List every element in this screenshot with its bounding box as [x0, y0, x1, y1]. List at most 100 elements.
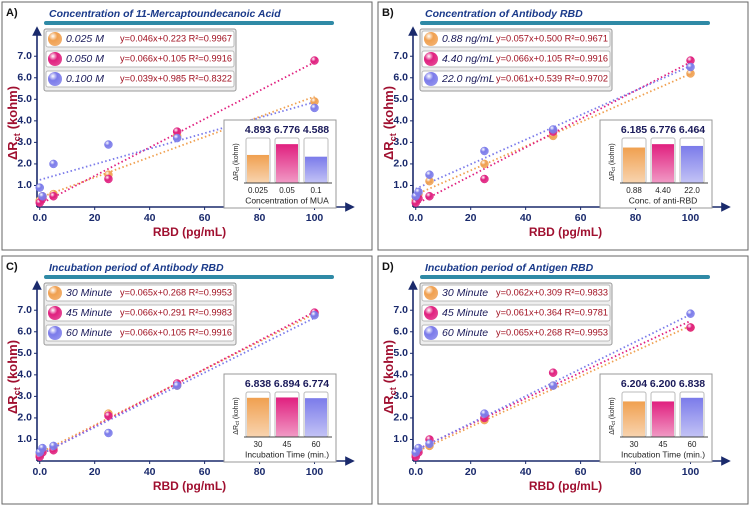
legend-row: [421, 30, 611, 48]
inset-bar: [681, 145, 703, 183]
x-tick-label: 60: [575, 466, 587, 478]
y-axis-title-sub: ct: [12, 387, 22, 395]
inset-y-title-unit: (kohm): [233, 397, 240, 419]
data-point: [480, 409, 489, 418]
inset-value-label: 6.204: [621, 378, 647, 390]
data-point: [480, 174, 489, 184]
legend-equation: y=0.057x+0.500 R²=0.9671: [496, 34, 608, 45]
legend-label: 30 Minute: [66, 287, 112, 299]
x-tick-label: 20: [89, 466, 101, 478]
inset-category: 30: [254, 440, 263, 449]
x-tick-label: 80: [630, 466, 642, 478]
x-tick-label: 0.0: [408, 212, 423, 224]
legend-label: 45 Minute: [66, 307, 112, 319]
legend-label: 4.40 ng/mL: [442, 53, 495, 65]
inset-bar: [305, 398, 327, 437]
inset-bar: [247, 397, 269, 437]
y-tick-label: 7.0: [17, 50, 32, 62]
inset-category: 30: [630, 440, 639, 449]
y-axis-title-main: ΔR: [5, 141, 20, 160]
x-tick-label: 60: [199, 212, 211, 224]
y-tick-label: 2.0: [17, 158, 32, 170]
data-point: [425, 191, 434, 201]
legend-label: 60 Minute: [442, 327, 488, 339]
inset-y-title-unit: (kohm): [609, 143, 616, 165]
data-point: [104, 140, 113, 149]
x-tick-label: 100: [306, 466, 324, 478]
inset-value-label: 6.774: [303, 378, 329, 390]
inset-value-label: 6.464: [679, 124, 705, 136]
legend-label: 60 Minute: [66, 327, 112, 339]
x-axis-title: RBD (pg/mL): [529, 225, 602, 239]
data-point: [49, 191, 58, 201]
inset-y-title-sub: ct: [611, 166, 617, 171]
legend-label: 45 Minute: [442, 307, 488, 319]
inset-y-title-main: ΔR: [233, 425, 240, 435]
legend-row: [45, 50, 235, 68]
x-axis-title: RBD (pg/mL): [153, 225, 226, 239]
inset-x-title: Concentration of MUA: [245, 195, 329, 205]
panel-title: Concentration of 11-Mercaptoundecanoic A…: [49, 8, 281, 20]
legend-swatch: [48, 326, 62, 340]
trend-line: [39, 312, 315, 454]
y-tick-label: 1.0: [393, 433, 408, 445]
inset-bar: [681, 397, 703, 437]
data-point: [49, 441, 58, 451]
y-tick-label: 1.0: [17, 433, 32, 445]
panel-title: Incubation period of Antibody RBD: [49, 262, 224, 274]
legend-row: [421, 284, 611, 302]
data-point: [548, 381, 558, 390]
legend-swatch: [48, 32, 62, 46]
y-tick-label: 3.0: [17, 136, 32, 148]
y-tick-label: 3.0: [393, 390, 408, 402]
legend-equation: y=0.066x+0.105 R²=0.9916: [120, 328, 232, 339]
legend-swatch: [424, 286, 438, 300]
x-tick-label: 40: [144, 466, 156, 478]
y-axis-title-sub: ct: [388, 387, 398, 395]
legend-row: [421, 70, 611, 88]
inset-category: 0.1: [310, 186, 322, 195]
inset-value-label: 6.894: [274, 378, 300, 390]
inset-category: 0.05: [279, 186, 295, 195]
inset-bar: [305, 156, 327, 183]
panel-label: A): [6, 7, 18, 19]
data-point: [548, 125, 558, 134]
inset-bar: [623, 147, 645, 183]
legend-equation: y=0.039x+0.985 R²=0.8322: [120, 74, 232, 85]
legend-equation: y=0.046x+0.223 R²=0.9967: [120, 34, 232, 45]
legend-swatch: [48, 72, 62, 86]
data-point: [480, 159, 489, 169]
panel: B) Concentration of Antibody RBD 0.0 20 40 60…: [377, 1, 749, 251]
y-tick-label: 5.0: [393, 93, 408, 105]
panel: C) Incubation period of Antibody RBD 0.0 20…: [1, 255, 373, 505]
legend-equation: y=0.065x+0.268 R²=0.9953: [120, 288, 232, 299]
data-point: [104, 428, 113, 438]
inset-value-label: 6.185: [621, 124, 647, 136]
panel-title: Incubation period of Antigen RBD: [425, 262, 594, 274]
x-tick-label: 20: [465, 212, 477, 224]
inset-bar: [276, 144, 298, 183]
inset-value-label: 6.838: [679, 378, 705, 390]
inset-y-title-unit: (kohm): [233, 143, 240, 165]
x-tick-label: 60: [575, 212, 587, 224]
x-tick-label: 20: [89, 212, 101, 224]
y-tick-label: 4.0: [393, 115, 408, 127]
inset-y-title-main: ΔR: [609, 425, 616, 435]
y-axis-title-main: ΔR: [381, 141, 396, 160]
y-axis-title-sub: ct: [12, 133, 22, 141]
inset-category: 60: [312, 440, 321, 449]
legend-label: 0.88 ng/mL: [442, 33, 495, 45]
legend-row: [45, 30, 235, 48]
title-bar: [44, 21, 334, 25]
legend-equation: y=0.066x+0.105 R²=0.9916: [120, 54, 232, 65]
y-tick-label: 6.0: [17, 326, 32, 338]
data-point: [38, 191, 47, 201]
data-point: [310, 310, 319, 320]
legend-swatch: [48, 306, 62, 320]
y-axis-title-unit: (kohm): [5, 340, 20, 383]
y-axis-title: ΔRct (kohm): [381, 340, 398, 414]
data-point: [35, 183, 44, 192]
y-tick-label: 1.0: [17, 179, 32, 191]
inset-y-title: ΔRct(kohm): [233, 143, 241, 180]
legend-equation: y=0.066x+0.105 R²=0.9916: [496, 54, 608, 65]
